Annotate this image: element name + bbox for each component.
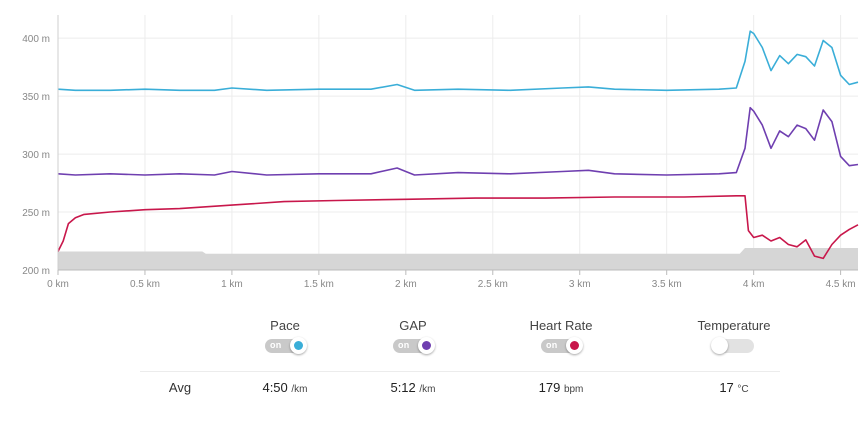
legend: Pace on GAP on Heart Rate on Temperature	[0, 318, 868, 368]
pace-color-dot	[294, 341, 303, 350]
x-tick-label: 0 km	[47, 279, 69, 290]
legend-heart-rate: Heart Rate on	[501, 318, 621, 358]
avg-pace-unit: /km	[291, 384, 308, 395]
avg-heart-rate-unit: bpm	[563, 384, 584, 395]
x-tick-label: 2.5 km	[478, 279, 508, 290]
heart-rate-toggle-knob	[566, 337, 583, 354]
grid	[57, 15, 858, 271]
avg-pace-value: 4:50	[262, 380, 288, 395]
gap-toggle-knob	[418, 337, 435, 354]
avg-divider	[140, 371, 780, 372]
avg-row: Avg 4:50 /km 5:12 /km 179 bpm 17 °C	[0, 380, 868, 400]
series-line-gap	[57, 106, 859, 176]
pace-toggle-state: on	[270, 340, 282, 350]
legend-temperature-label: Temperature	[697, 318, 771, 333]
avg-temperature-unit: °C	[737, 384, 749, 395]
x-tick-label: 2 km	[395, 279, 417, 290]
x-tick-label: 0.5 km	[130, 279, 160, 290]
temperature-toggle-knob	[711, 337, 728, 354]
x-tick-label: 4 km	[743, 279, 765, 290]
heart-rate-toggle-state: on	[546, 340, 558, 350]
legend-heart-rate-label: Heart Rate	[529, 318, 593, 333]
temperature-series	[58, 247, 858, 270]
avg-temperature-value: 17	[719, 380, 734, 395]
series-line-heart-rate	[57, 195, 859, 260]
series-line-pace	[57, 30, 859, 92]
avg-gap-unit: /km	[419, 384, 436, 395]
legend-gap-label: GAP	[399, 318, 427, 333]
avg-label: Avg	[168, 380, 192, 395]
avg-gap: 5:12 /km	[353, 380, 473, 395]
x-tick-label: 3 km	[569, 279, 591, 290]
avg-heart-rate: 179 bpm	[501, 380, 621, 395]
gap-toggle[interactable]: on	[393, 337, 435, 354]
legend-temperature: Temperature	[674, 318, 794, 358]
gap-color-dot	[422, 341, 431, 350]
y-tick-label: 300 m	[22, 150, 50, 161]
temperature-area	[58, 247, 858, 270]
heart-rate-color-dot	[570, 341, 579, 350]
y-tick-label: 400 m	[22, 34, 50, 45]
heart-rate-toggle[interactable]: on	[541, 337, 583, 354]
pace-toggle-knob	[290, 337, 307, 354]
x-tick-label: 4.5 km	[826, 279, 856, 290]
pace-toggle[interactable]: on	[265, 337, 307, 354]
legend-pace-label: Pace	[270, 318, 300, 333]
elevation-chart: 0 km 0.5 km 1 km 1.5 km 2 km 2.5 km 3 km 3.5 km…	[22, 15, 859, 290]
x-tick-label: 1 km	[221, 279, 243, 290]
gap-toggle-state: on	[398, 340, 410, 350]
avg-pace: 4:50 /km	[225, 380, 345, 395]
y-tick-label: 200 m	[22, 266, 50, 277]
series-lines	[57, 30, 859, 260]
y-tick-label: 350 m	[22, 92, 50, 103]
legend-pace: Pace on	[225, 318, 345, 358]
y-tick-label: 250 m	[22, 208, 50, 219]
avg-heart-rate-value: 179	[538, 380, 561, 395]
legend-gap: GAP on	[353, 318, 473, 358]
avg-gap-value: 5:12	[390, 380, 416, 395]
x-tick-label: 1.5 km	[304, 279, 334, 290]
temperature-toggle[interactable]	[711, 337, 754, 354]
avg-temperature: 17 °C	[674, 380, 794, 395]
x-tick-label: 3.5 km	[652, 279, 682, 290]
axes: 0 km 0.5 km 1 km 1.5 km 2 km 2.5 km 3 km 3.5 km…	[22, 15, 858, 290]
